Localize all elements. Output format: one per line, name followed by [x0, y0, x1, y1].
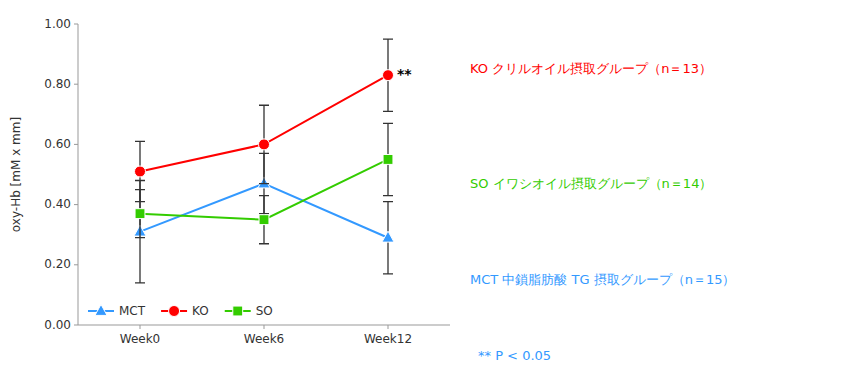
y-tick-label: 0.80: [44, 77, 71, 91]
side-note: MCT 中鎖脂肪酸 TG 摂取グループ（n＝15）: [470, 272, 735, 287]
legend: MCT KO SO: [88, 304, 273, 318]
y-axis-label: oxy-Hb [mM x mm]: [9, 117, 23, 232]
x-tick-label: Week6: [244, 332, 285, 346]
plot-area: [134, 39, 394, 283]
y-tick-label: 1.00: [44, 17, 71, 31]
error-bar: [383, 39, 393, 111]
x-tick-label: Week12: [364, 332, 412, 346]
y-tick: [74, 144, 78, 145]
series-so: [135, 123, 393, 243]
y-tick-label: 0.40: [44, 197, 71, 211]
y-tick: [74, 264, 78, 265]
point: [382, 231, 394, 242]
y-tick-label: 0.20: [44, 257, 71, 271]
x-tick: [140, 325, 141, 329]
error-bar: [259, 105, 269, 183]
legend-marker: [95, 304, 107, 315]
error-bar: [259, 196, 269, 244]
y-axis: [78, 24, 79, 325]
point: [383, 155, 393, 165]
point: [383, 70, 394, 81]
y-tick: [74, 84, 78, 85]
y-tick: [74, 24, 78, 25]
x-tick-label: Week0: [120, 332, 161, 346]
point: [135, 209, 145, 219]
y-tick: [74, 325, 78, 326]
side-note: ** P < 0.05: [478, 348, 551, 363]
x-tick: [388, 325, 389, 329]
y-tick-label: 0.60: [44, 137, 71, 151]
legend-label: KO: [192, 304, 209, 318]
error-bar: [383, 123, 393, 195]
legend-item: SO: [225, 304, 273, 318]
point: [135, 166, 146, 177]
point: [259, 215, 269, 225]
y-tick: [74, 204, 78, 205]
series-ko: [135, 39, 394, 202]
x-tick: [264, 325, 265, 329]
y-tick-label: 0.00: [44, 318, 71, 332]
chart: 0.00 0.20 0.40 0.60 0.80 1.00 Week0 Week6 Week12…: [0, 0, 850, 383]
legend-marker: [233, 306, 243, 316]
annotation: **: [397, 66, 412, 82]
error-bar: [135, 190, 145, 238]
side-note: KO クリルオイル摂取グループ（n＝13）: [470, 61, 712, 76]
legend-marker: [169, 306, 180, 317]
legend-item: MCT: [88, 304, 146, 318]
legend-label: MCT: [119, 304, 146, 318]
legend-item: KO: [161, 304, 209, 318]
side-note: SO イワシオイル摂取グループ（n＝14）: [470, 176, 712, 191]
legend-label: SO: [256, 304, 273, 318]
point: [259, 139, 270, 150]
